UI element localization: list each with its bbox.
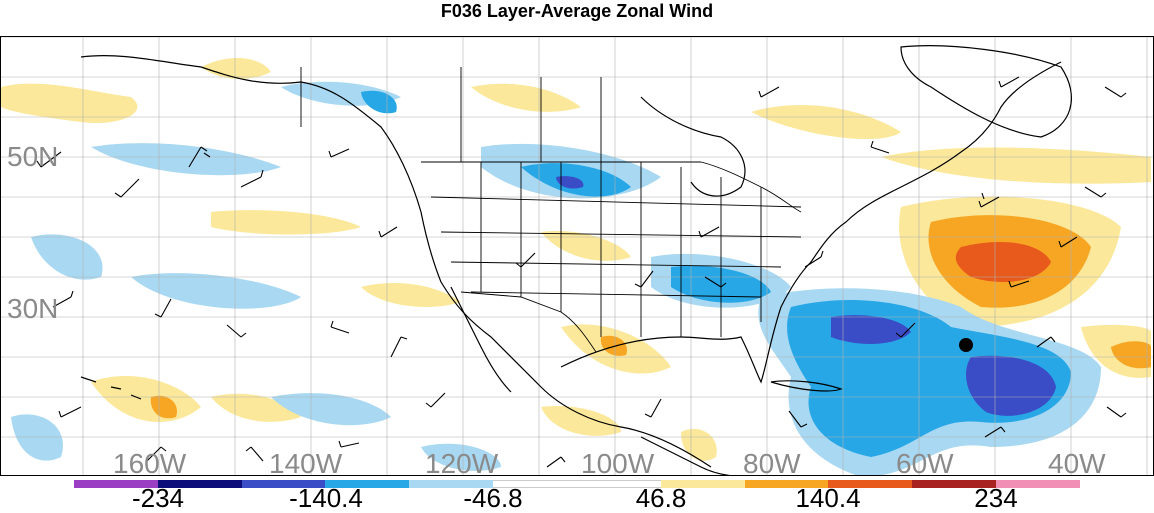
colorbar-swatch bbox=[325, 480, 410, 488]
colorbar-label: 140.4 bbox=[795, 483, 861, 513]
shading-layer bbox=[1, 57, 1151, 475]
lon-label-40w: 40W bbox=[1048, 448, 1106, 476]
colorbar-swatch bbox=[74, 480, 158, 488]
lat-label-50n: 50N bbox=[7, 141, 59, 172]
colorbar-swatch bbox=[912, 480, 997, 488]
colorbar-label: -140.4 bbox=[289, 483, 363, 513]
lon-label-80w: 80W bbox=[743, 448, 801, 476]
colorbar-label: 234 bbox=[974, 483, 1018, 513]
lon-label-140w: 140W bbox=[269, 448, 343, 476]
lon-label-60w: 60W bbox=[896, 448, 954, 476]
colorbar-swatch bbox=[996, 480, 1080, 488]
colorbar-swatch bbox=[660, 480, 745, 488]
colorbar-label: -46.8 bbox=[463, 483, 523, 513]
colorbar-swatch bbox=[241, 480, 326, 488]
coastlines bbox=[80, 45, 1072, 475]
color-scale-bar bbox=[74, 480, 1080, 488]
colorbar-swatch bbox=[828, 480, 913, 488]
storm-center-marker bbox=[959, 338, 973, 352]
colorbar-label: -234 bbox=[131, 483, 185, 513]
lon-label-160w: 160W bbox=[113, 448, 187, 476]
colorbar-swatch bbox=[576, 480, 661, 488]
zonal-wind-map bbox=[1, 37, 1153, 475]
map-title: F036 Layer-Average Zonal Wind bbox=[440, 1, 714, 21]
colorbar-swatch bbox=[409, 480, 494, 488]
lat-label-30n: 30N bbox=[7, 293, 59, 324]
colorbar-swatch bbox=[157, 480, 242, 488]
wind-barbs bbox=[36, 76, 1127, 468]
colorbar-swatch bbox=[744, 480, 829, 488]
country-state-borders bbox=[300, 67, 802, 353]
lat-lon-grid bbox=[1, 37, 1153, 475]
lon-label-120w: 120W bbox=[425, 448, 499, 476]
colorbar-label: 46.8 bbox=[635, 483, 687, 513]
colorbar-swatch bbox=[493, 480, 577, 488]
lon-label-100w: 100W bbox=[581, 448, 655, 476]
map-panel: 50N 30N 160W 140W 120W 100W 80W 60W 40W bbox=[0, 36, 1154, 476]
